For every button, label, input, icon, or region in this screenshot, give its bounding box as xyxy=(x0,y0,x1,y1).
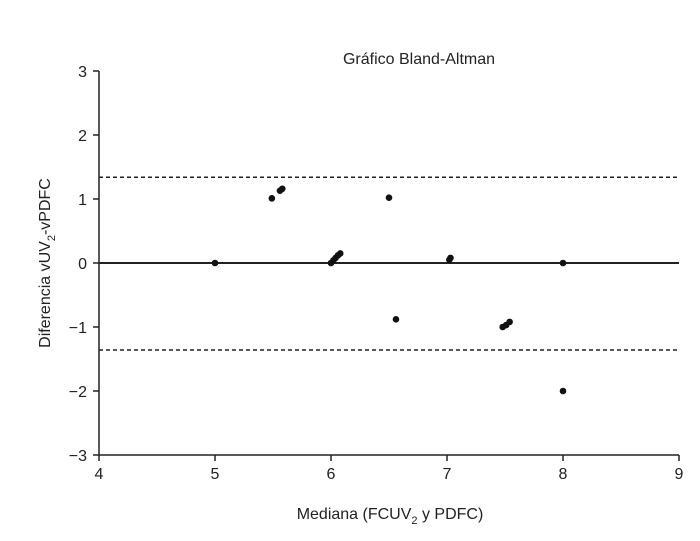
data-point xyxy=(559,259,567,267)
y-axis-label: Diferencia vUV2-vPDFC xyxy=(37,178,58,348)
data-point xyxy=(336,250,344,257)
y-tick-label: 3 xyxy=(78,64,87,81)
data-point xyxy=(211,259,219,267)
y-tick-label: −3 xyxy=(69,448,87,465)
x-tick-label: 8 xyxy=(559,466,568,483)
y-tick-label: 0 xyxy=(78,256,87,273)
x-tick-label: 4 xyxy=(95,466,104,483)
data-point xyxy=(506,318,513,326)
data-point xyxy=(559,387,567,395)
x-tick-label: 6 xyxy=(327,466,336,483)
x-axis-label: Mediana (FCUV2 y PDFC) xyxy=(297,506,484,527)
data-point xyxy=(447,254,454,262)
x-tick-label: 9 xyxy=(675,466,684,483)
y-tick-label: 2 xyxy=(78,128,87,145)
y-tick-label: −2 xyxy=(69,384,87,401)
data-point xyxy=(385,194,393,202)
chart-title: Gráfico Bland-Altman xyxy=(343,51,495,68)
plot-area: 4 5 6 7 8 9 3 2 1 0 −1 −2 −3 xyxy=(69,64,684,483)
x-tick-label: 5 xyxy=(211,466,220,483)
data-point xyxy=(278,185,286,193)
data-point xyxy=(268,195,276,202)
x-tick-label: 7 xyxy=(443,466,452,483)
y-tick-label: −1 xyxy=(69,320,87,337)
y-tick-label: 1 xyxy=(78,192,87,209)
data-point xyxy=(392,316,400,323)
